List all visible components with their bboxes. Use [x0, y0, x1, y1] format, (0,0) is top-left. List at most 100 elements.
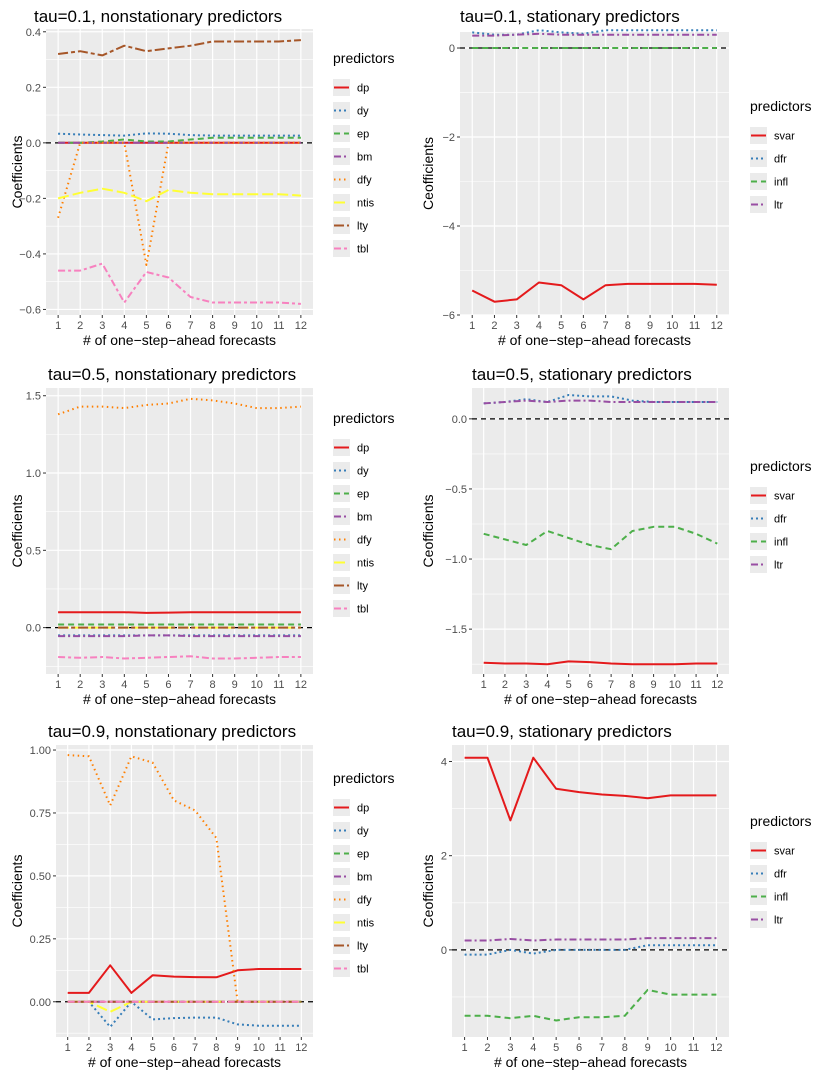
y-tick-label: −0.2	[19, 193, 41, 205]
y-axis-label: Coefficients	[9, 855, 25, 928]
chart-title: tau=0.9, nonstationary predictors	[48, 722, 296, 741]
series-line-infl	[483, 525, 718, 551]
series-line-ltr	[472, 32, 717, 37]
x-tick-label: 2	[86, 1042, 92, 1054]
x-tick-label: 11	[273, 320, 284, 332]
y-tick-label: 1.5	[26, 391, 41, 403]
x-tick-label: 2	[491, 320, 497, 332]
x-tick-label: 10	[664, 1042, 676, 1054]
x-tick-label: 8	[210, 679, 216, 691]
y-tick-label: 0.75	[30, 808, 51, 820]
chart-tau01-stationary: tau=0.1, stationary predictors−6−4−201 2 3…	[420, 7, 811, 348]
x-tick-label: 10	[251, 320, 263, 332]
legend-key-background	[333, 485, 350, 502]
legend-label-lty: lty	[357, 941, 369, 953]
x-tick-label: 6	[576, 1042, 582, 1054]
legend-label-dfy: dfy	[357, 895, 372, 907]
series-line-svar	[483, 660, 718, 666]
y-tick-label: −1.5	[445, 624, 467, 636]
x-tick-label: 10	[669, 679, 681, 691]
x-tick-label: 12	[295, 320, 307, 332]
x-tick-label: 7	[192, 1042, 198, 1054]
x-tick-label: 8	[213, 1042, 219, 1054]
y-tick-label: −0.4	[19, 249, 41, 261]
x-tick-label: 1	[481, 679, 487, 691]
y-tick-label: −4	[442, 221, 455, 233]
legend-label-svar: svar	[774, 846, 795, 858]
series-line-bm	[58, 634, 301, 638]
legend-key-background	[333, 508, 350, 525]
y-tick-label: 0.25	[30, 934, 51, 946]
series-line-dfy	[57, 397, 301, 416]
x-tick-label: 4	[121, 679, 127, 691]
series-line-svar	[464, 756, 717, 822]
x-tick-label: 12	[295, 1042, 307, 1054]
x-tick-label: 5	[566, 679, 572, 691]
y-axis-label: Coefficients	[9, 495, 25, 568]
legend-label-svar: svar	[774, 491, 795, 503]
legend: predictors svar dfr infl ltr	[750, 98, 811, 213]
plot-panel	[46, 388, 313, 674]
legend-label-dfr: dfr	[774, 154, 787, 166]
series-line-ntis	[57, 187, 301, 203]
x-tick-label: 12	[711, 679, 723, 691]
legend-key-background	[750, 173, 767, 190]
legend-label-tbl: tbl	[357, 244, 369, 256]
series-line-dy	[67, 1000, 302, 1028]
x-tick-label: 9	[235, 1042, 241, 1054]
chart-title: tau=0.5, stationary predictors	[472, 365, 692, 384]
legend-label-ep: ep	[357, 129, 369, 141]
x-tick-label: 6	[165, 679, 171, 691]
chart-tau05-nonstationary: tau=0.5, nonstationary predictors 0.0 0.5 1…	[9, 365, 394, 707]
x-tick-label: 2	[502, 679, 508, 691]
x-tick-label: 7	[603, 320, 609, 332]
legend-label-dfr: dfr	[774, 869, 787, 881]
legend-label-bm: bm	[357, 512, 372, 524]
y-tick-label: 0.5	[26, 545, 41, 557]
legend-key-background	[333, 102, 350, 119]
x-tick-label: 7	[599, 1042, 605, 1054]
legend-key-background	[333, 600, 350, 617]
x-tick-label: 10	[251, 679, 263, 691]
x-tick-label: 1	[462, 1042, 468, 1054]
x-tick-label: 5	[150, 1042, 156, 1054]
x-tick-label: 12	[711, 320, 723, 332]
y-tick-label: 2	[441, 851, 447, 863]
legend-key-background	[750, 510, 767, 527]
x-tick-label: 6	[580, 320, 586, 332]
x-tick-label: 1	[65, 1042, 71, 1054]
legend-key-background	[333, 171, 350, 188]
legend: predictors dp dy ep bm dfy ntis lty tbl	[333, 770, 394, 977]
y-tick-label: −6	[442, 310, 455, 322]
legend-label-dfr: dfr	[774, 514, 787, 526]
plot-panel	[56, 745, 313, 1037]
legend-key-background	[333, 125, 350, 142]
y-tick-label: 0	[441, 945, 447, 957]
y-tick-label: 0.00	[30, 997, 51, 1009]
legend-key-background	[750, 150, 767, 167]
legend-label-infl: infl	[774, 537, 788, 549]
x-tick-label: 9	[232, 679, 238, 691]
x-tick-label: 5	[553, 1042, 559, 1054]
legend-title: predictors	[750, 98, 811, 114]
series-line-dfr	[464, 944, 717, 956]
x-tick-label: 8	[629, 679, 635, 691]
series-line-infl	[464, 988, 717, 1022]
x-tick-label: 11	[690, 679, 701, 691]
plot-panel	[452, 745, 729, 1037]
legend-label-dfy: dfy	[357, 535, 372, 547]
legend-key-background	[333, 868, 350, 885]
legend: predictors svar dfr infl ltr	[750, 813, 811, 928]
legend: predictors dp dy ep bm dfy ntis lty tbl	[333, 50, 394, 257]
x-tick-label: 2	[77, 679, 83, 691]
legend-label-ltr: ltr	[774, 915, 784, 927]
legend-label-ltr: ltr	[774, 560, 784, 572]
y-tick-label: 0.50	[30, 871, 51, 883]
x-tick-label: 4	[536, 320, 542, 332]
y-tick-label: 0.0	[452, 414, 467, 426]
y-tick-label: 0.4	[26, 27, 41, 39]
legend-key-background	[333, 240, 350, 257]
legend-label-lty: lty	[357, 581, 369, 593]
